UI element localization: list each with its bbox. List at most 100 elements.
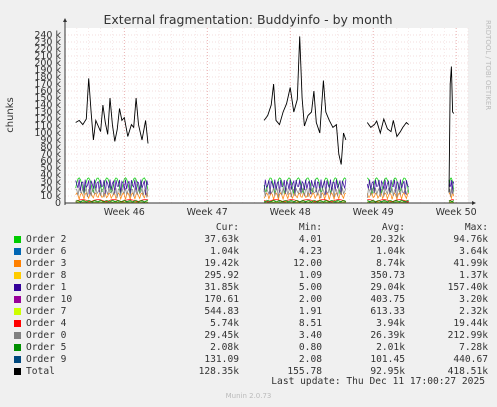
x-tick-label: Week 50 <box>436 207 477 218</box>
series-line-total <box>75 78 149 144</box>
series-line-total <box>448 66 455 193</box>
legend-cur: 29.45k <box>204 330 239 341</box>
legend-max: 41.99k <box>453 258 488 269</box>
legend-avg: 2.01k <box>376 342 405 353</box>
y-tick-label: 230 k <box>34 37 61 48</box>
legend-series-name: Order 7 <box>26 306 67 317</box>
legend-row: Order 5 2.08k 0.80 2.01k 7.28k <box>8 342 490 354</box>
y-tick-label: 80 k <box>40 142 61 153</box>
series-line-order <box>366 192 409 201</box>
chart-title: External fragmentation: Buddyinfo - by m… <box>104 12 393 27</box>
rrdtool-credit: RRDTOOL / TOBI OETIKER <box>484 20 492 111</box>
legend-swatch <box>14 332 21 339</box>
legend-avg: 20.32k <box>370 234 405 245</box>
legend-header-row: Cur: Min: Avg: Max: <box>8 222 490 234</box>
y-tick-label: 40 k <box>40 170 61 181</box>
y-tick-label: 50 k <box>40 163 61 174</box>
legend-max: 7.28k <box>459 342 488 353</box>
legend-series-name: Order 10 <box>26 294 73 305</box>
legend-max: 418.51k <box>447 366 488 377</box>
y-tick-label: 220 k <box>34 44 61 55</box>
y-tick-label: 190 k <box>34 65 61 76</box>
legend-series-name: Order 6 <box>26 246 67 257</box>
legend-cur: 31.85k <box>204 282 239 293</box>
series-line-order <box>448 179 455 194</box>
legend-row: Order 8 295.92 1.09 350.73 1.37k <box>8 270 490 282</box>
legend-row: Order 1 31.85k 5.00 29.04k 157.40k <box>8 282 490 294</box>
series-line-total <box>366 117 410 138</box>
legend-series-name: Total <box>26 366 55 377</box>
y-tick-label: 140 k <box>34 100 61 111</box>
legend-avg: 350.73 <box>370 270 405 281</box>
legend-avg: 101.45 <box>370 354 405 365</box>
legend-row: Order 4 5.74k 8.51 3.94k 19.44k <box>8 318 490 330</box>
legend-cur: 131.09 <box>204 354 239 365</box>
y-axis-arrow <box>63 18 67 22</box>
x-tick-label: Week 46 <box>104 207 145 218</box>
legend-swatch <box>14 368 21 375</box>
munin-footer: Munin 2.0.73 <box>225 392 272 400</box>
series-line-total <box>263 36 347 165</box>
legend-avg: 403.75 <box>370 294 405 305</box>
series-line-order <box>448 201 455 203</box>
legend-swatch <box>14 296 21 303</box>
legend-min: 5.00 <box>298 282 322 293</box>
y-tick-label: 20 k <box>40 184 61 195</box>
legend-row: Order 3 19.42k 12.00 8.74k 41.99k <box>8 258 490 270</box>
legend-avg: 26.39k <box>370 330 405 341</box>
y-tick-label: 100 k <box>34 128 61 139</box>
legend-swatch <box>14 248 21 255</box>
legend-series-name: Order 2 <box>26 234 67 245</box>
legend-cur: 544.83 <box>204 306 239 317</box>
last-update: Last update: Thu Dec 11 17:00:27 2025 <box>271 376 485 387</box>
series-line-order <box>366 186 410 198</box>
legend-cur: 295.92 <box>204 270 239 281</box>
legend-avg: 1.04k <box>376 246 405 257</box>
legend-row: Order 6 1.04k 4.23 1.04k 3.64k <box>8 246 490 258</box>
series-line-order <box>367 200 409 203</box>
x-tick-label: Week 47 <box>187 207 228 218</box>
legend-series-name: Order 5 <box>26 342 67 353</box>
legend-min: 1.91 <box>298 306 322 317</box>
x-tick-label: Week 49 <box>353 207 394 218</box>
legend-row: Order 7 544.83 1.91 613.33 2.32k <box>8 306 490 318</box>
y-tick-label: 30 k <box>40 177 61 188</box>
y-tick-label: 160 k <box>34 86 61 97</box>
y-tick-label: 130 k <box>34 107 61 118</box>
legend-min: 2.00 <box>298 294 322 305</box>
legend-swatch <box>14 284 21 291</box>
y-tick-label: 200 k <box>34 58 61 69</box>
legend-series-name: Order 0 <box>26 330 67 341</box>
legend-row: Order 2 37.63k 4.01 20.32k 94.76k <box>8 234 490 246</box>
legend-avg: 8.74k <box>376 258 405 269</box>
x-axis-arrow <box>472 201 476 205</box>
legend-cur: 128.35k <box>198 366 239 377</box>
legend-cur: 19.42k <box>204 258 239 269</box>
legend-header-cur: Cur: <box>215 222 239 233</box>
y-axis-label: chunks <box>5 97 16 133</box>
legend-table: Cur: Min: Avg: Max: Order 2 37.63k 4.01 20.… <box>8 222 490 378</box>
legend-row: Order 0 29.45k 3.40 26.39k 212.99k <box>8 330 490 342</box>
series-line-order <box>448 200 454 203</box>
y-tick-label: 60 k <box>40 156 61 167</box>
legend-min: 4.01 <box>298 234 322 245</box>
series-line-order <box>263 186 347 199</box>
legend-row: Order 9 131.09 2.08 101.45 440.67 <box>8 354 490 366</box>
y-tick-label: 10 k <box>40 191 61 202</box>
chart-svg: 010 k20 k30 k40 k50 k60 k70 k80 k90 k100… <box>5 12 477 218</box>
legend-swatch <box>14 320 21 327</box>
legend-min: 3.40 <box>298 330 322 341</box>
legend-swatch <box>14 344 21 351</box>
legend-max: 94.76k <box>453 234 488 245</box>
series-line-order <box>263 179 347 195</box>
legend-min: 4.23 <box>298 246 322 257</box>
legend-avg: 29.04k <box>370 282 405 293</box>
legend-series-name: Order 9 <box>26 354 67 365</box>
series-line-order <box>75 186 149 198</box>
legend-avg: 613.33 <box>370 306 405 317</box>
series-line-order <box>263 192 347 201</box>
legend-max: 19.44k <box>453 318 488 329</box>
legend-swatch <box>14 356 21 363</box>
series-line-order <box>263 199 347 203</box>
legend-max: 3.20k <box>459 294 488 305</box>
